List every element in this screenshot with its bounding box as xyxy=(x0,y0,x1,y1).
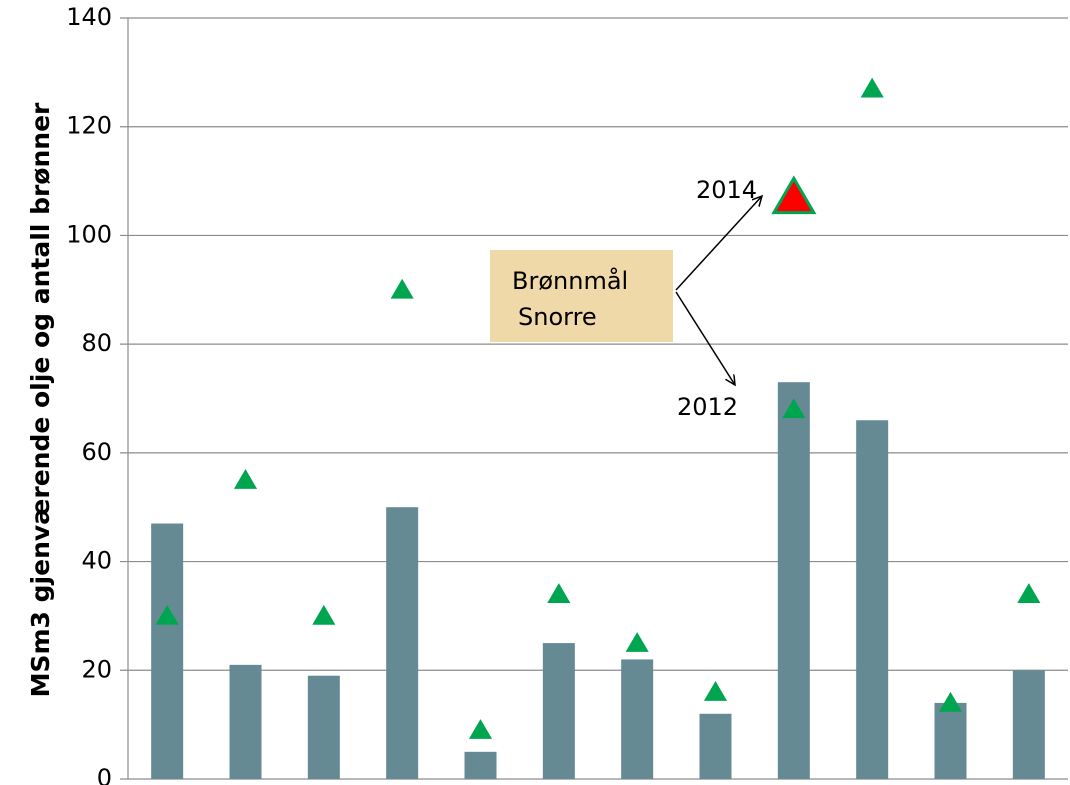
bar xyxy=(934,702,967,779)
triangle-marker xyxy=(155,604,179,625)
y-tick-label: 140 xyxy=(66,3,112,31)
bar xyxy=(307,675,340,779)
bar xyxy=(386,507,419,779)
annotation-text: 2012 xyxy=(677,393,738,421)
triangle-marker xyxy=(782,398,806,419)
bar xyxy=(777,382,810,779)
y-tick-label: 40 xyxy=(81,547,112,575)
triangle-marker xyxy=(233,469,258,489)
annotation-box xyxy=(490,250,673,342)
bar xyxy=(542,643,575,779)
triangle-marker xyxy=(625,632,649,652)
bar xyxy=(699,713,732,779)
bar xyxy=(151,523,184,779)
triangle-marker xyxy=(390,278,414,299)
annotation-text: Brønnmål xyxy=(512,266,628,295)
y-axis-label: MSm3 gjenværende olje og antall brønner xyxy=(26,102,55,697)
bar xyxy=(229,664,262,779)
bar xyxy=(856,420,889,779)
triangle-marker xyxy=(860,77,884,98)
triangle-marker xyxy=(547,583,571,603)
bar xyxy=(621,659,654,779)
triangle-marker xyxy=(312,604,336,625)
y-tick-label: 120 xyxy=(66,112,112,140)
triangle-marker xyxy=(468,719,493,739)
bar xyxy=(464,751,497,779)
arrow xyxy=(675,196,762,291)
y-tick-label: 100 xyxy=(66,220,112,248)
highlight-marker xyxy=(771,175,817,215)
y-tick-label: 20 xyxy=(81,655,112,683)
annotation-text: Snorre xyxy=(518,303,597,331)
y-tick-label: 80 xyxy=(81,329,112,357)
triangle-marker xyxy=(1017,583,1041,603)
bar xyxy=(1012,670,1045,779)
y-tick-label: 0 xyxy=(97,764,112,785)
annotation-text: 2014 xyxy=(696,176,757,204)
y-tick-label: 60 xyxy=(81,438,112,466)
arrow xyxy=(675,291,735,385)
triangle-marker xyxy=(938,691,963,712)
triangle-marker xyxy=(703,681,728,701)
